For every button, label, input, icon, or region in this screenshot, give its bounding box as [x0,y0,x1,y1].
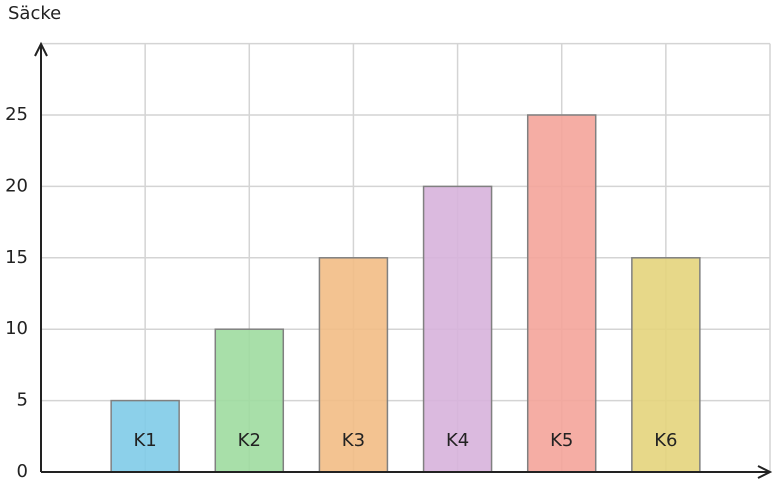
bars [110,114,701,473]
x-tick-label: K3 [342,430,365,451]
y-axis-label: Säcke [8,3,61,24]
bar [422,185,493,473]
y-tick-label: 20 [5,175,28,196]
bar [631,257,701,473]
x-tick-label: K1 [134,430,157,451]
y-tick-label: 0 [17,461,28,482]
y-tick-label: 15 [5,247,28,268]
labels: 0 5 10 15 20 25 K1 K2 K3 K4 K5 K6 [5,104,677,482]
bar [110,399,180,473]
x-tick-label: K4 [446,430,469,451]
y-tick-label: 25 [5,104,28,125]
x-tick-label: K2 [238,430,261,451]
x-tick-label: K6 [654,430,677,451]
bar [526,114,597,473]
y-tick-label: 10 [5,318,28,339]
bar [214,328,285,473]
x-axis [41,465,773,479]
y-axis [34,41,48,472]
y-tick-label: 5 [17,390,28,411]
bar [318,257,389,473]
x-tick-label: K5 [550,430,573,451]
